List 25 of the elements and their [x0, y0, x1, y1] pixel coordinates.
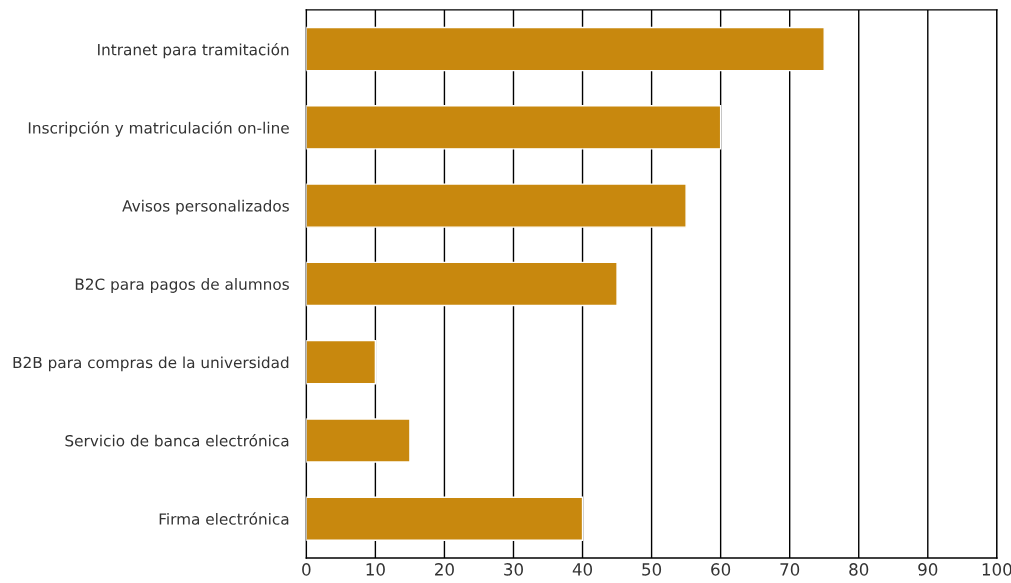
x-tick-label: 100: [982, 563, 1011, 576]
bar: [306, 339, 377, 385]
bar: [306, 105, 722, 150]
x-tick-label: 30: [504, 563, 523, 576]
x-tick-label: 40: [572, 563, 593, 576]
y-tick-label: Intranet para tramitación: [98, 42, 289, 59]
y-tick-label: Avisos personalizados: [122, 199, 289, 215]
bar: [306, 261, 618, 307]
x-tick-label: 0: [302, 563, 311, 576]
x-tick-label: 10: [366, 563, 385, 576]
y-tick-label: B2C para pagos de alumnos: [75, 278, 289, 293]
bar: [306, 418, 411, 463]
y-tick-label: Firma electrónica: [159, 512, 289, 525]
bar: [306, 26, 825, 72]
x-tick-label: 90: [918, 563, 938, 576]
x-tick-label: 70: [780, 563, 800, 576]
y-tick-label: B2B para compras de la universidad: [13, 356, 289, 372]
bar: [306, 496, 584, 542]
x-tick-label: 80: [849, 563, 869, 576]
y-tick-label: Inscripción y matriculación on-line: [28, 121, 289, 137]
x-tick-label: 60: [711, 563, 731, 576]
x-tick-label: 20: [435, 563, 454, 576]
x-tick-label: 50: [642, 563, 662, 576]
y-tick-label: Servicio de banca electrónica: [65, 434, 289, 447]
bar: [306, 183, 687, 228]
